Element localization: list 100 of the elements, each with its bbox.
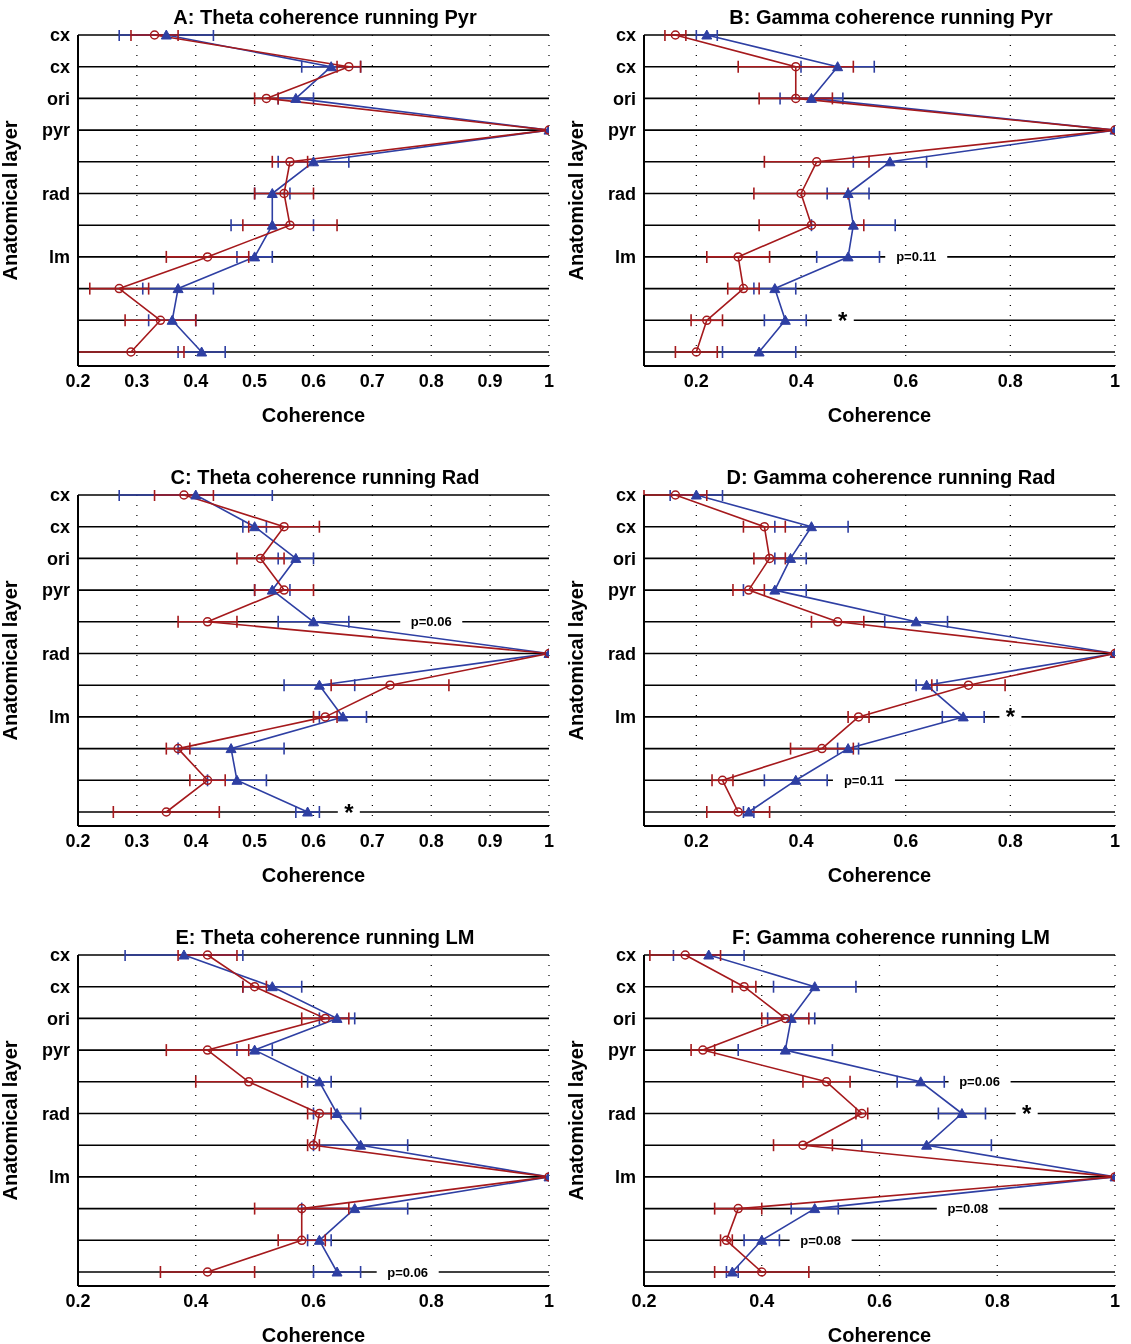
- x-axis-title: Coherence: [261, 404, 366, 426]
- chart-title: F: Gamma coherence running LM: [731, 926, 1051, 949]
- y-tick-label: cx: [49, 945, 70, 966]
- y-tick-label: rad: [607, 1103, 636, 1124]
- y-axis-title: Anatomical layer: [565, 120, 588, 281]
- y-tick-label: cx: [615, 25, 636, 46]
- y-tick-label: pyr: [41, 1040, 70, 1061]
- x-tick-label: 1: [1109, 830, 1121, 851]
- y-tick-label: pyr: [607, 1040, 636, 1061]
- x-tick-label: 0.6: [893, 830, 919, 851]
- annotation: p=0.11: [896, 249, 937, 265]
- y-tick-label: pyr: [607, 580, 636, 601]
- x-tick-label: 0.6: [866, 1290, 893, 1311]
- x-tick-label: 0.5: [242, 370, 268, 391]
- x-tick-label: 0.8: [418, 370, 444, 391]
- chart-title: A: Theta coherence running Pyr: [172, 6, 478, 29]
- x-tick-label: 0.9: [477, 370, 503, 391]
- x-tick-label: 0.4: [788, 370, 814, 391]
- x-tick-label: 1: [1109, 1290, 1121, 1311]
- y-tick-label: ori: [612, 88, 636, 109]
- annotation: p=0.11: [843, 772, 885, 788]
- x-tick-label: 0.2: [65, 370, 91, 391]
- y-tick-label: pyr: [41, 120, 70, 141]
- y-tick-label: pyr: [41, 580, 70, 601]
- x-tick-label: 1: [543, 370, 555, 391]
- x-tick-label: 0.6: [893, 370, 919, 391]
- y-tick-label: lm: [614, 707, 636, 728]
- x-tick-label: 0.9: [477, 830, 503, 851]
- y-tick-label: cx: [49, 485, 70, 506]
- x-tick-label: 0.4: [183, 830, 209, 851]
- x-axis-title: Coherence: [261, 1324, 366, 1344]
- x-tick-label: 0.4: [183, 370, 209, 391]
- y-tick-label: cx: [49, 517, 70, 538]
- y-tick-label: ori: [46, 1008, 70, 1029]
- x-axis-title: Coherence: [827, 1324, 932, 1344]
- y-tick-label: cx: [615, 517, 636, 538]
- y-axis-title: Anatomical layer: [0, 1040, 22, 1201]
- x-tick-label: 0.8: [997, 370, 1023, 391]
- y-tick-label: ori: [612, 548, 636, 569]
- x-tick-label: 0.3: [124, 830, 150, 851]
- y-axis-title: Anatomical layer: [0, 120, 22, 281]
- x-tick-label: 0.7: [359, 370, 385, 391]
- x-tick-label: 0.2: [65, 830, 91, 851]
- annotation: p=0.06: [387, 1264, 429, 1280]
- y-tick-label: cx: [615, 57, 636, 78]
- y-tick-label: rad: [607, 643, 636, 664]
- x-tick-label: 0.6: [300, 370, 327, 391]
- y-axis-title: Anatomical layer: [0, 580, 22, 741]
- x-tick-label: 1: [1109, 370, 1121, 391]
- annotation: p=0.06: [410, 614, 452, 630]
- x-tick-label: 0.8: [984, 1290, 1010, 1311]
- x-tick-label: 0.8: [418, 830, 444, 851]
- x-axis-title: Coherence: [827, 404, 932, 426]
- x-tick-label: 0.2: [65, 1290, 91, 1311]
- chart-title: C: Theta coherence running Rad: [169, 466, 481, 489]
- x-tick-label: 0.2: [631, 1290, 657, 1311]
- chart-title: B: Gamma coherence running Pyr: [728, 6, 1054, 29]
- y-tick-label: rad: [607, 183, 636, 204]
- annotation: *: [838, 306, 849, 334]
- x-tick-label: 1: [543, 1290, 555, 1311]
- y-tick-label: lm: [48, 247, 70, 268]
- x-tick-label: 0.6: [300, 830, 327, 851]
- chart-title: E: Theta coherence running LM: [174, 926, 476, 949]
- x-tick-label: 0.8: [997, 830, 1023, 851]
- x-tick-label: 0.5: [242, 830, 268, 851]
- x-tick-label: 0.6: [300, 1290, 327, 1311]
- x-axis-title: Coherence: [261, 864, 366, 886]
- x-tick-label: 0.4: [788, 830, 814, 851]
- chart-title: D: Gamma coherence running Rad: [725, 466, 1057, 489]
- y-tick-label: pyr: [607, 120, 636, 141]
- y-tick-label: lm: [48, 707, 70, 728]
- y-tick-label: ori: [46, 88, 70, 109]
- y-axis-title: Anatomical layer: [565, 1040, 588, 1201]
- x-tick-label: 0.8: [418, 1290, 444, 1311]
- x-tick-label: 0.4: [183, 1290, 209, 1311]
- annotation: p=0.06: [959, 1074, 1001, 1090]
- x-tick-label: 0.3: [124, 370, 150, 391]
- y-axis-title: Anatomical layer: [565, 580, 588, 741]
- y-tick-label: rad: [41, 1103, 70, 1124]
- annotation: p=0.08: [947, 1201, 989, 1217]
- x-tick-label: 0.2: [683, 370, 709, 391]
- x-tick-label: 0.7: [359, 830, 385, 851]
- x-tick-label: 0.2: [683, 830, 709, 851]
- annotation: p=0.08: [800, 1232, 842, 1248]
- annotation: *: [1005, 703, 1016, 731]
- y-tick-label: cx: [615, 485, 636, 506]
- x-tick-label: 1: [543, 830, 555, 851]
- y-tick-label: ori: [46, 548, 70, 569]
- y-tick-label: cx: [49, 977, 70, 998]
- y-tick-label: ori: [612, 1008, 636, 1029]
- annotation: *: [344, 798, 355, 826]
- y-tick-label: lm: [48, 1167, 70, 1188]
- x-axis-title: Coherence: [827, 864, 932, 886]
- y-tick-label: lm: [614, 247, 636, 268]
- y-tick-label: cx: [49, 57, 70, 78]
- x-tick-label: 0.4: [749, 1290, 775, 1311]
- annotation: *: [1022, 1100, 1033, 1127]
- y-tick-label: cx: [615, 945, 636, 966]
- y-tick-label: rad: [41, 643, 70, 664]
- y-tick-label: cx: [615, 977, 636, 998]
